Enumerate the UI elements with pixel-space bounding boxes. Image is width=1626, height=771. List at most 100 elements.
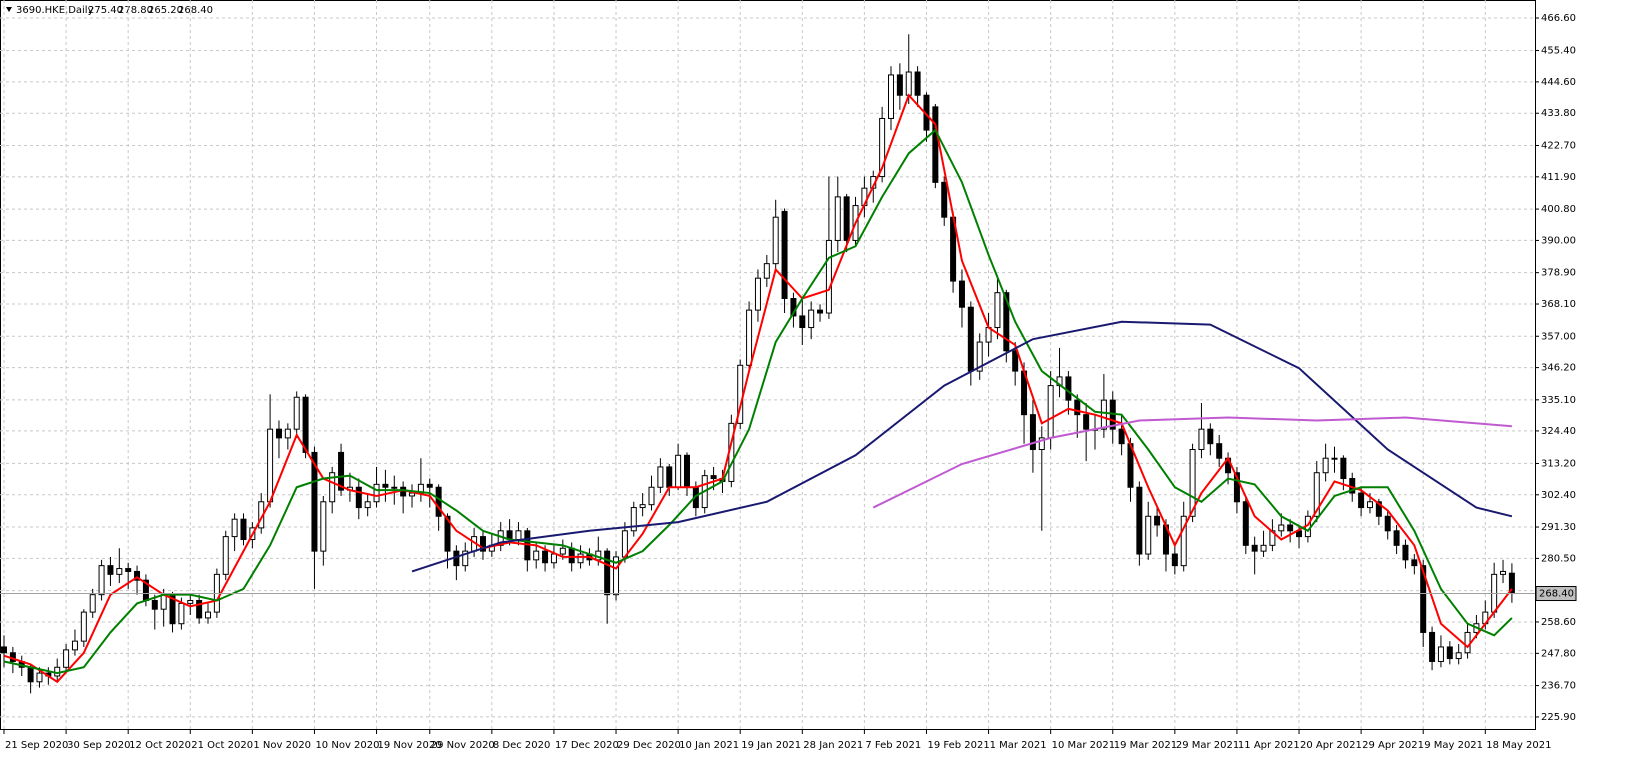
candle-body xyxy=(71,640,78,651)
candle-body xyxy=(559,547,566,555)
candle-body xyxy=(205,611,212,619)
candle-body xyxy=(1118,428,1125,445)
candle-body xyxy=(98,565,105,596)
candle-body xyxy=(125,568,132,572)
menu-triangle[interactable] xyxy=(6,7,12,12)
candle-body xyxy=(710,475,717,480)
candle-body xyxy=(1029,414,1036,450)
x-tick-label: 28 Jan 2021 xyxy=(803,740,863,751)
header-open: 275.40 xyxy=(88,5,123,16)
x-tick-label: 12 Oct 2020 xyxy=(129,740,191,751)
candle-body xyxy=(896,74,903,96)
candle-body xyxy=(888,74,894,119)
moving-average xyxy=(411,320,1513,573)
candle-body xyxy=(1047,385,1054,439)
last-price-label: 268.40 xyxy=(1539,589,1574,600)
candle-body xyxy=(1154,515,1161,526)
candle-body xyxy=(754,277,761,311)
candle-body xyxy=(825,239,832,314)
candle-body xyxy=(355,486,362,509)
candle-body xyxy=(462,550,469,567)
y-tick-label: 335.10 xyxy=(1541,395,1576,406)
candle-body xyxy=(1393,530,1400,546)
y-tick-label: 302.40 xyxy=(1541,490,1576,501)
candle-body xyxy=(1340,457,1347,480)
x-tick-label: 7 Feb 2021 xyxy=(865,740,921,751)
candle-body xyxy=(435,486,442,517)
candle-body xyxy=(976,341,983,372)
candle-body xyxy=(1500,570,1507,575)
candle-body xyxy=(799,315,806,329)
candle-body xyxy=(89,594,96,613)
candle-body xyxy=(116,568,123,575)
candle-body xyxy=(648,486,655,506)
x-tick-label: 29 Nov 2020 xyxy=(431,740,495,751)
x-tick-label: 21 Sep 2020 xyxy=(5,740,68,751)
candle-body xyxy=(1313,472,1320,517)
x-tick-label: 8 Dec 2020 xyxy=(493,740,551,751)
candle-body xyxy=(1038,437,1045,450)
x-tick-label: 9 May 2021 xyxy=(1424,740,1483,751)
candle-body xyxy=(196,599,203,619)
candle-body xyxy=(1233,472,1240,503)
candle-body xyxy=(479,536,486,552)
candle-body xyxy=(533,550,540,561)
candle-body xyxy=(914,71,921,96)
candle-body xyxy=(231,518,238,538)
candle-body xyxy=(1242,501,1249,546)
candle-body xyxy=(293,396,300,430)
candle-body xyxy=(36,672,43,683)
candle-body xyxy=(958,280,965,308)
x-tick-label: 18 May 2021 xyxy=(1486,740,1551,751)
candle-body xyxy=(746,309,753,366)
moving-average xyxy=(3,93,1513,684)
x-tick-label: 19 Mar 2021 xyxy=(1114,740,1177,751)
candle-body xyxy=(675,454,682,488)
y-tick-label: 455.40 xyxy=(1541,46,1576,57)
candle-body xyxy=(151,599,158,610)
candle-body xyxy=(1003,292,1010,352)
candle-body xyxy=(577,553,584,564)
x-tick-label: 20 Apr 2021 xyxy=(1300,740,1362,751)
candle-body xyxy=(1446,646,1453,660)
candle-body xyxy=(329,472,336,503)
candle-body xyxy=(1083,414,1090,430)
candle-body xyxy=(1145,515,1152,555)
y-tick-label: 324.40 xyxy=(1541,426,1576,437)
candle-body xyxy=(222,536,229,575)
y-tick-label: 466.60 xyxy=(1541,13,1576,24)
x-tick-label: 29 Apr 2021 xyxy=(1362,740,1424,751)
x-tick-label: 1 Mar 2021 xyxy=(990,740,1047,751)
y-tick-label: 444.60 xyxy=(1541,77,1576,88)
x-tick-label: 29 Dec 2020 xyxy=(617,740,681,751)
candle-body xyxy=(604,550,611,596)
x-tick-label: 19 Nov 2020 xyxy=(378,740,442,751)
candle-body xyxy=(400,486,407,497)
candle-body xyxy=(763,263,770,279)
candle-body xyxy=(107,565,114,575)
candle-body xyxy=(302,396,309,453)
candle-body xyxy=(1464,631,1471,654)
candle-body xyxy=(1429,631,1436,662)
candle-body xyxy=(1251,544,1258,552)
candle-body xyxy=(187,599,194,604)
candle-body xyxy=(1358,492,1365,509)
candle-body xyxy=(54,666,61,677)
y-tick-label: 411.90 xyxy=(1541,172,1576,183)
candle-body xyxy=(1375,501,1382,517)
candle-body xyxy=(1012,350,1019,372)
candle-body xyxy=(63,649,70,668)
candle-body xyxy=(1322,457,1329,474)
candle-body xyxy=(320,501,327,552)
candle-body xyxy=(772,216,779,265)
candle-body xyxy=(941,181,948,218)
y-tick-label: 225.90 xyxy=(1541,712,1576,723)
candle-body xyxy=(1216,443,1223,459)
candle-body xyxy=(1331,457,1338,460)
candle-body xyxy=(1402,544,1409,561)
candle-body xyxy=(683,454,690,488)
candle-body xyxy=(1287,524,1294,532)
candle-body xyxy=(160,594,167,610)
